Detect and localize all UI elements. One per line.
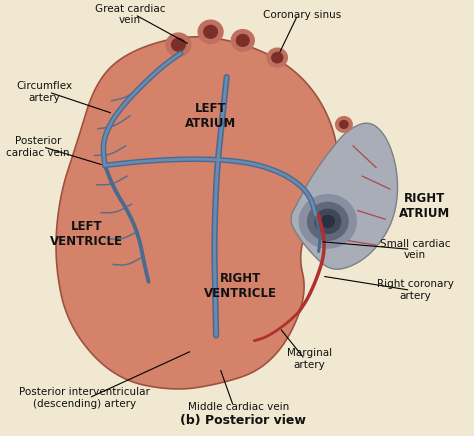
- Circle shape: [237, 34, 249, 46]
- Polygon shape: [56, 37, 337, 389]
- Text: Great cardiac
vein: Great cardiac vein: [95, 4, 165, 25]
- Circle shape: [231, 30, 254, 51]
- Circle shape: [315, 209, 341, 233]
- Circle shape: [204, 25, 218, 38]
- Text: Posterior
cardiac vein: Posterior cardiac vein: [7, 136, 70, 158]
- Text: Marginal
artery: Marginal artery: [287, 348, 332, 370]
- Circle shape: [321, 215, 334, 228]
- Circle shape: [272, 52, 283, 63]
- Text: Middle cardiac vein: Middle cardiac vein: [188, 402, 289, 412]
- Circle shape: [172, 38, 185, 51]
- Text: (b) Posterior view: (b) Posterior view: [180, 414, 306, 427]
- Circle shape: [336, 117, 352, 132]
- Circle shape: [299, 194, 356, 248]
- Circle shape: [308, 202, 348, 240]
- Text: RIGHT
VENTRICLE: RIGHT VENTRICLE: [204, 272, 277, 300]
- Text: Circumflex
artery: Circumflex artery: [16, 81, 72, 103]
- Circle shape: [166, 33, 191, 56]
- Text: Posterior interventricular
(descending) artery: Posterior interventricular (descending) …: [19, 387, 150, 409]
- Text: LEFT
ATRIUM: LEFT ATRIUM: [185, 102, 236, 130]
- Text: Coronary sinus: Coronary sinus: [264, 10, 342, 20]
- Polygon shape: [291, 123, 398, 269]
- Text: RIGHT
ATRIUM: RIGHT ATRIUM: [399, 192, 450, 220]
- Text: Small cardiac
vein: Small cardiac vein: [380, 238, 450, 260]
- Circle shape: [267, 48, 287, 67]
- Circle shape: [340, 120, 348, 128]
- Text: LEFT
VENTRICLE: LEFT VENTRICLE: [50, 220, 123, 248]
- Circle shape: [198, 20, 223, 44]
- Text: Right coronary
artery: Right coronary artery: [377, 279, 454, 301]
